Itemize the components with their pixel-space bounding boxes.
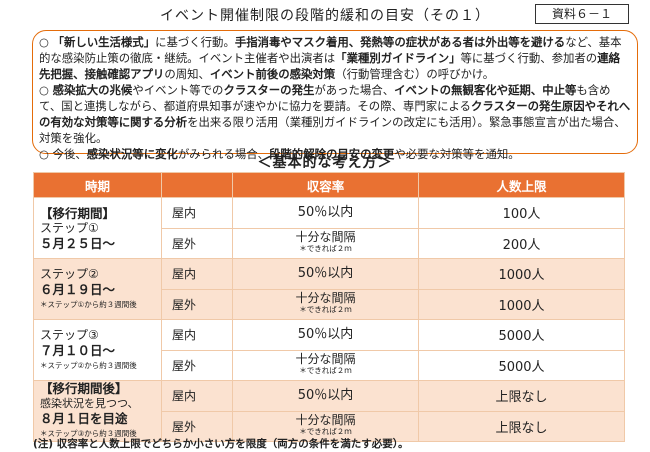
place-cell: 屋外 <box>161 227 233 259</box>
period-line: 【移行期間後】 <box>40 381 128 396</box>
limit-cell: 200人 <box>418 227 625 259</box>
capacity-cell: 十分な間隔 ＊できれば２ｍ <box>232 288 419 320</box>
header-cell <box>161 172 233 198</box>
capacity-text: 50％以内 <box>297 204 354 220</box>
limit-cell: 上限なし <box>418 410 625 442</box>
period-line: ７月１０日～ <box>40 342 116 358</box>
text-run: イベント前後の感染対策 <box>209 67 336 81</box>
capacity-cell: 十分な間隔 ＊できれば２ｍ <box>232 410 419 442</box>
badge: 資料６－１ <box>535 4 629 24</box>
text-run: 連絡先把握、接触確認アプリ <box>39 51 620 81</box>
limit-cell: 5000人 <box>418 319 625 351</box>
text-run: イベントの無観客化や延期、中止等 <box>394 83 577 97</box>
text-run: 感染拡大の兆候 <box>52 83 133 97</box>
period-line: 【移行期間】 <box>40 205 116 221</box>
text-run: や必要な対策等を通知。 <box>394 147 520 161</box>
place-cell: 屋外 <box>161 349 233 381</box>
limit-cell: 1000人 <box>418 258 625 290</box>
capacity-text: ＊できれば２ｍ <box>299 366 352 376</box>
capacity-text: 十分な間隔 <box>295 413 356 428</box>
place-cell: 屋内 <box>161 258 233 290</box>
capacity-text: 十分な間隔 <box>295 352 356 367</box>
text-run: ○ 今後、 <box>39 147 87 161</box>
table-row: 【移行期間】 ステップ① ５月２５日～ 屋内 50％以内 100人 <box>33 197 625 259</box>
bullet: ○ 今後、感染状況等に変化がみられる場合、段階的解除の目安の変更や必要な対策等を… <box>39 146 631 162</box>
period-line: 感染状況を見つつ、 <box>40 397 139 410</box>
text-run: を出来る限り活用（業種別ガイドラインの改定にも活用）。緊急事態宣言が出た場合、対… <box>39 115 626 145</box>
limit-cell: 100人 <box>418 197 625 229</box>
text-run: 「業種別ガイドライン」 <box>335 51 461 65</box>
title: イベント開催制限の段階的緩和の目安（その１） <box>160 8 490 24</box>
capacity-text: 50％以内 <box>297 387 354 403</box>
text-run: ○ <box>39 35 53 49</box>
text-run: 感染状況等に変化 <box>86 147 178 161</box>
place-cell: 屋外 <box>161 288 233 320</box>
period-line: ステップ③ <box>40 327 99 342</box>
capacity-cell: 50％以内 <box>232 197 419 229</box>
period-cell: ステップ② ６月１９日～ ＊ステップ①から約３週間後 <box>33 258 162 320</box>
text-run: クラスターの発生原因やそれへの有効な対策等に関する分析 <box>39 99 631 129</box>
header-row: 時期 収容率 人数上限 <box>33 172 625 198</box>
period-line: ６月１９日～ <box>40 281 116 297</box>
period-line: ＊ステップ②から約３週間後 <box>40 360 137 370</box>
period-cell: 【移行期間】 ステップ① ５月２５日～ <box>33 197 162 259</box>
period-line: ５月２５日～ <box>40 235 116 251</box>
capacity-text: 50％以内 <box>297 265 354 281</box>
table-row: 【移行期間後】 感染状況を見つつ、 ８月１日を目途 ＊ステップ③から約３週間後 屋内 50… <box>33 380 625 442</box>
period-cell: 【移行期間後】 感染状況を見つつ、 ８月１日を目途 ＊ステップ③から約３週間後 <box>33 380 162 442</box>
notes-box: ○ 「新しい生活様式」に基づく行動。手指消毒やマスク着用、発熱等の症状がある者は… <box>32 30 638 161</box>
section-title: ＜基本的な考え方＞ <box>257 155 393 171</box>
capacity-text: 十分な間隔 <box>295 230 356 245</box>
bullet: ○ 「新しい生活様式」に基づく行動。手指消毒やマスク着用、発熱等の症状がある者は… <box>39 34 631 82</box>
text-run: やイベント等での <box>132 83 224 97</box>
text-run: 手指消毒やマスク着用、発熱等の症状がある者は外出等を避ける <box>234 35 566 49</box>
capacity-cell: 50％以内 <box>232 319 419 351</box>
limit-cell: 5000人 <box>418 349 625 381</box>
text-run: 「新しい生活様式」 <box>52 35 156 49</box>
period-line: ８月１日を目途 <box>40 411 128 426</box>
text-run: など、基本的な感染防止策の徹底・継続。イベント主催者や出演者は <box>39 35 622 65</box>
place-cell: 屋内 <box>161 380 233 412</box>
period-line: ステップ② <box>40 266 99 281</box>
capacity-text: ＊できれば２ｍ <box>299 244 352 254</box>
place-cell: 屋内 <box>161 197 233 229</box>
place-cell: 屋外 <box>161 410 233 442</box>
text-run: の周知、 <box>164 67 210 81</box>
capacity-cell: 十分な間隔 ＊できれば２ｍ <box>232 349 419 381</box>
place-cell: 屋内 <box>161 319 233 351</box>
text-run: 段階的解除の目安の変更 <box>269 147 395 161</box>
limit-cell: 1000人 <box>418 288 625 320</box>
text-run: 等に基づく行動、参加者の <box>460 51 598 65</box>
period-line: ステップ① <box>40 220 99 235</box>
header-cell: 時期 <box>33 172 162 198</box>
text-run: も含めて、国と連携しながら、都道府県知事が速やかに協力を要請。その際、専門家によ… <box>39 83 611 113</box>
text-run: があった場合、 <box>314 83 395 97</box>
limit-cell: 上限なし <box>418 380 625 412</box>
table-row: ステップ② ６月１９日～ ＊ステップ①から約３週間後 屋内 50％以内 1000人 <box>33 258 625 320</box>
period-line: ＊ステップ③から約３週間後 <box>40 429 137 438</box>
footnote: (注) 収容率と人数上限でどちらか小さい方を限度（両方の条件を満たす必要）。 <box>33 438 409 450</box>
capacity-text: ＊できれば２ｍ <box>299 305 352 315</box>
capacity-cell: 十分な間隔 ＊できれば２ｍ <box>232 227 419 259</box>
table: 時期 収容率 人数上限 【移行期間】 ステップ① ５月２５日～ 屋内 50％以内 100人 屋外十… <box>33 172 625 442</box>
text-run: クラスターの発生 <box>223 83 315 97</box>
header-cell: 収容率 <box>232 172 419 198</box>
bullet: ○ 感染拡大の兆候やイベント等でのクラスターの発生があった場合、イベントの無観客… <box>39 82 631 146</box>
text-run: ○ <box>39 83 53 97</box>
capacity-text: 十分な間隔 <box>295 291 356 306</box>
text-run: がみられる場合、 <box>177 147 270 161</box>
capacity-text: 50％以内 <box>297 326 354 342</box>
capacity-cell: 50％以内 <box>232 380 419 412</box>
header-cell: 人数上限 <box>418 172 625 198</box>
table-row: ステップ③ ７月１０日～ ＊ステップ②から約３週間後 屋内 50％以内 5000人 <box>33 319 625 381</box>
text-run: （行動管理含む）の呼びかけ。 <box>335 67 495 81</box>
period-cell: ステップ③ ７月１０日～ ＊ステップ②から約３週間後 <box>33 319 162 381</box>
text-run: に基づく行動。 <box>155 35 235 49</box>
capacity-text: ＊できれば２ｍ <box>299 427 352 437</box>
period-line: ＊ステップ①から約３週間後 <box>40 299 137 309</box>
capacity-cell: 50％以内 <box>232 258 419 290</box>
